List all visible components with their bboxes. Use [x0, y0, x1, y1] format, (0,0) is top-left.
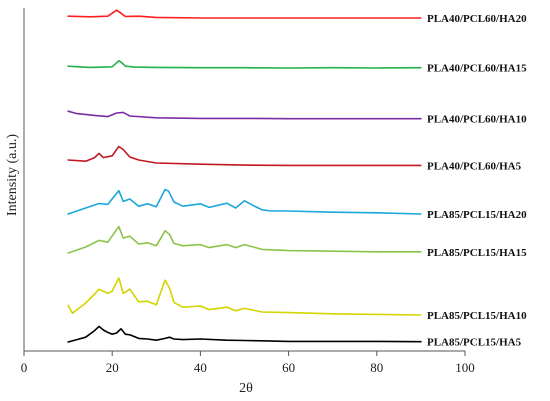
series-label-pla40-pcl60-ha20: PLA40/PCL60/HA20 [427, 13, 527, 25]
x-tick-label: 100 [455, 360, 475, 375]
x-tick-label: 40 [194, 360, 207, 375]
y-axis-title: Intensity (a.u.) [5, 134, 20, 216]
x-tick-label: 0 [21, 360, 28, 375]
series-line-pla85-pcl15-ha15 [67, 225, 422, 254]
series-label-pla85-pcl15-ha20: PLA85/PCL15/HA20 [427, 209, 527, 221]
x-tick-label: 20 [106, 360, 119, 375]
series-curves [67, 9, 422, 343]
series-line-pla85-pcl15-ha10 [67, 276, 422, 316]
series-label-pla40-pcl60-ha15: PLA40/PCL60/HA15 [427, 63, 527, 75]
series-label-pla40-pcl60-ha10: PLA40/PCL60/HA10 [427, 114, 527, 126]
series-line-pla40-pcl60-ha15 [67, 59, 422, 69]
series-labels: PLA40/PCL60/HA20 PLA40/PCL60/HA15 PLA40/PC… [427, 13, 527, 349]
series-line-pla85-pcl15-ha5 [67, 325, 422, 343]
x-tick-label: 60 [282, 360, 295, 375]
x-tick-label: 80 [370, 360, 383, 375]
series-line-pla85-pcl15-ha20 [67, 188, 422, 215]
series-label-pla85-pcl15-ha15: PLA85/PCL15/HA15 [427, 247, 527, 259]
series-label-pla40-pcl60-ha5: PLA40/PCL60/HA5 [427, 160, 522, 172]
series-label-pla85-pcl15-ha10: PLA85/PCL15/HA10 [427, 310, 527, 322]
series-label-pla85-pcl15-ha5: PLA85/PCL15/HA5 [427, 337, 522, 349]
x-axis-title: 2θ [239, 381, 253, 396]
series-line-pla40-pcl60-ha20 [67, 9, 422, 19]
x-axis-ticks: 0 20 40 60 80 100 [21, 351, 475, 375]
series-line-pla40-pcl60-ha10 [67, 110, 422, 120]
series-line-pla40-pcl60-ha5 [67, 145, 422, 167]
